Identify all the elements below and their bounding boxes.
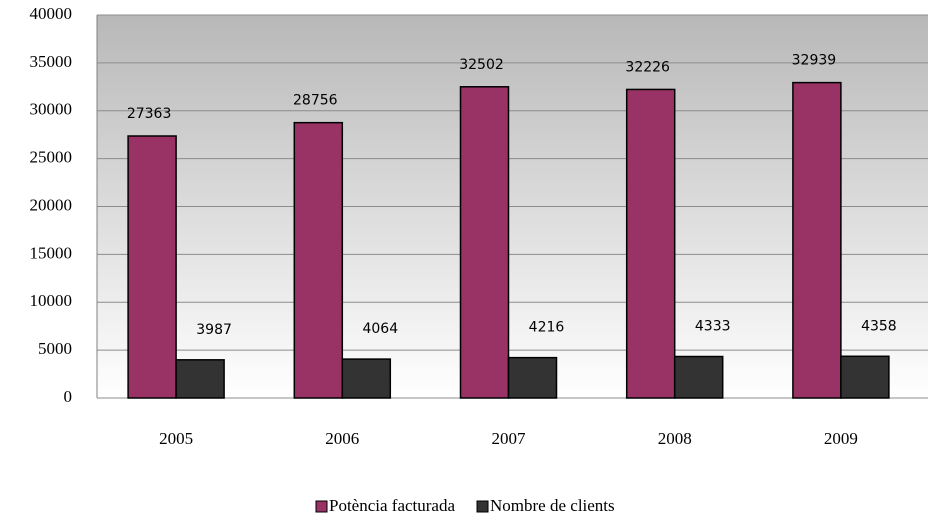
data-label: 4333 — [695, 319, 731, 335]
x-tick-label: 2008 — [658, 429, 692, 448]
bar — [341, 358, 392, 399]
bar — [459, 86, 510, 399]
y-tick-label: 0 — [64, 387, 73, 406]
y-tick-label: 35000 — [30, 52, 73, 71]
data-label: 3987 — [196, 322, 232, 338]
y-tick-label: 25000 — [30, 148, 73, 167]
x-tick-label: 2009 — [824, 429, 858, 448]
data-label: 4216 — [529, 320, 565, 336]
bar — [507, 356, 558, 399]
y-tick-label: 40000 — [30, 4, 73, 23]
data-label: 32502 — [459, 57, 504, 73]
x-tick-label: 2007 — [492, 429, 527, 448]
legend-label: Nombre de clients — [490, 496, 615, 515]
y-tick-label: 30000 — [30, 100, 73, 119]
bar — [293, 121, 344, 399]
y-tick-label: 15000 — [30, 243, 73, 262]
y-tick-label: 20000 — [30, 195, 73, 214]
x-tick-label: 2006 — [325, 429, 359, 448]
data-label: 4358 — [861, 318, 897, 334]
bar — [792, 81, 842, 399]
legend-label: Potència facturada — [329, 496, 455, 515]
data-label: 32226 — [625, 59, 670, 75]
data-label: 4064 — [362, 321, 398, 337]
x-tick-label: 2005 — [159, 429, 193, 448]
y-tick-label: 5000 — [38, 339, 72, 358]
bar — [673, 355, 724, 399]
bar — [840, 355, 890, 399]
data-label: 28756 — [293, 93, 338, 109]
data-label: 32939 — [792, 53, 837, 69]
y-tick-label: 10000 — [30, 291, 73, 310]
legend-swatch — [315, 500, 328, 513]
bar — [175, 359, 225, 399]
data-label: 27363 — [127, 106, 172, 122]
legend-swatch — [476, 500, 489, 513]
bar — [625, 88, 676, 399]
bar — [127, 135, 177, 399]
